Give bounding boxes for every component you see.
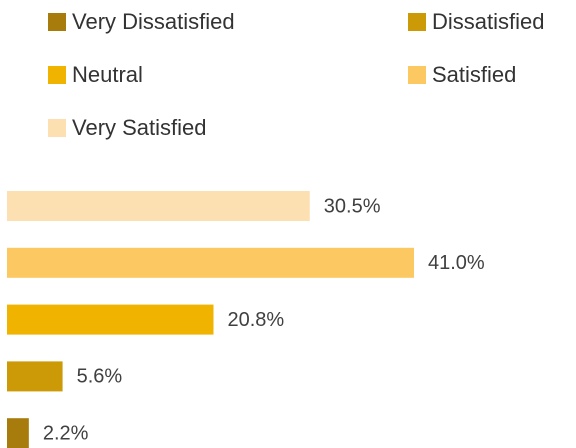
legend-text: Very Dissatisfied (72, 9, 235, 34)
legend-text: Satisfied (432, 62, 516, 87)
bar (7, 247, 414, 278)
value-label: 20.8% (227, 309, 284, 331)
value-label: 30.5% (324, 195, 381, 217)
legend-swatch (48, 66, 66, 84)
legend-text: Dissatisfied (432, 9, 544, 34)
legend-swatch (408, 66, 426, 84)
legend-swatch (48, 119, 66, 137)
bar (7, 418, 29, 448)
legend-swatch (48, 13, 66, 31)
legend-swatch (408, 13, 426, 31)
bar (7, 304, 214, 335)
legend-text: Very Satisfied (72, 115, 207, 140)
value-label: 41.0% (428, 252, 485, 274)
value-label: 2.2% (43, 422, 89, 444)
bar (7, 361, 63, 392)
bar (7, 191, 310, 221)
value-label: 5.6% (77, 366, 123, 388)
legend-text: Neutral (72, 62, 143, 87)
